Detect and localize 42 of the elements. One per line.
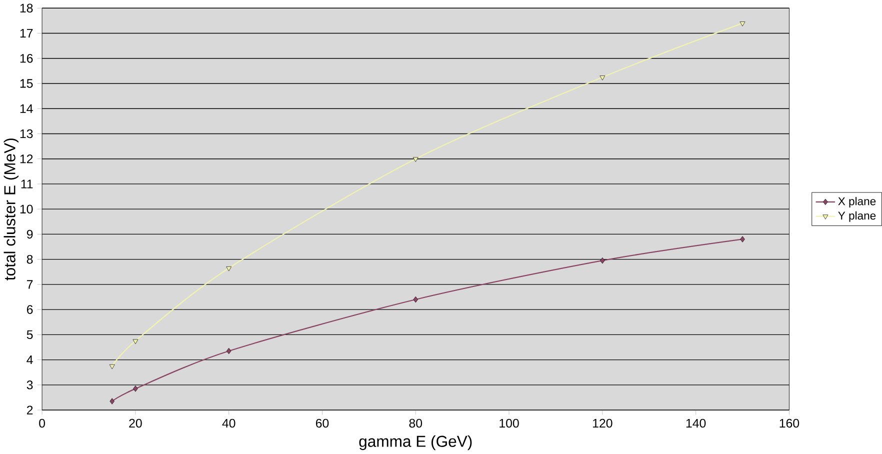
point: [600, 76, 606, 80]
y-tick-label: 4: [26, 356, 33, 364]
point: [412, 157, 418, 162]
y-tick-label: 8: [26, 255, 33, 264]
x-tick-label: 60: [316, 418, 329, 428]
y-tick-label: 18: [20, 4, 33, 13]
legend-label: X plane: [838, 197, 876, 208]
y-tick-label: 12: [20, 154, 33, 164]
point: [109, 364, 115, 370]
point: [110, 398, 114, 404]
y-tick-label: 2: [26, 406, 33, 414]
y-tick-label: 15: [20, 79, 33, 88]
y-tick-label: 10: [20, 204, 33, 214]
point: [132, 339, 138, 344]
y-tick-label: 16: [20, 54, 33, 63]
x-tick-label: 80: [409, 418, 422, 428]
y-tick-label: 3: [26, 380, 33, 390]
y-tick-label: 11: [21, 180, 33, 188]
x-tick-label: 20: [129, 418, 142, 428]
x-tick-label: 160: [780, 418, 800, 428]
y-tick-label: 14: [20, 104, 33, 113]
point: [740, 236, 745, 242]
point: [413, 296, 418, 303]
point: [740, 22, 746, 26]
point: [600, 258, 605, 264]
x-axis-title: gamma E (GeV): [359, 435, 472, 450]
x-tick-label: 40: [222, 418, 236, 428]
legend-label: Y plane: [838, 211, 876, 222]
y-tick-label: 6: [26, 305, 33, 314]
point: [226, 348, 232, 354]
y-tick-label: 9: [26, 230, 33, 239]
point: [133, 386, 138, 392]
x-tick-label: 0: [39, 418, 46, 428]
y-tick-label: 13: [20, 129, 33, 138]
y-tick-label: 5: [26, 330, 33, 340]
x-tick-label: 140: [686, 418, 706, 428]
y-tick-label: 7: [26, 280, 33, 289]
x-tick-label: 120: [593, 418, 612, 428]
x-tick-label: 100: [500, 418, 519, 428]
y-tick-label: 17: [20, 29, 33, 38]
point: [226, 266, 232, 272]
y-axis-title: total cluster E (MeV): [4, 138, 18, 280]
